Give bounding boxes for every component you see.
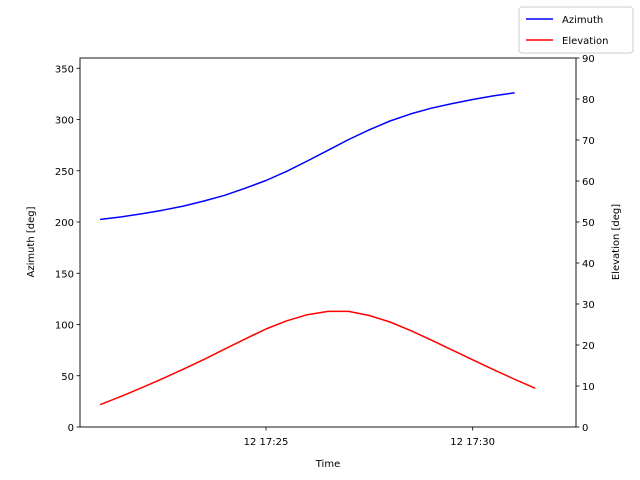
- right-y-axis-label: Elevation [deg]: [611, 204, 622, 280]
- right-y-tick-label: 60: [582, 177, 595, 188]
- right-y-tick-label: 30: [582, 300, 595, 311]
- right-y-tick-label: 80: [582, 95, 595, 106]
- axes-layer: [79, 57, 577, 428]
- legend: Azimuth Elevation: [518, 6, 634, 54]
- right-y-tick-label: 20: [582, 341, 595, 352]
- legend-label-elevation: Elevation: [562, 36, 608, 47]
- left-y-tick-label: 50: [61, 372, 74, 383]
- x-tick-label: 12 17:30: [450, 437, 495, 448]
- left-y-tick-label: 200: [55, 218, 74, 229]
- left-y-tick-label: 300: [55, 116, 74, 127]
- right-y-tick-label: 70: [582, 136, 595, 147]
- series-line-elevation: [99, 310, 536, 406]
- left-y-tick-label: 100: [55, 321, 74, 332]
- left-y-axis-label: Azimuth [deg]: [26, 206, 37, 277]
- x-tick-label: 12 17:25: [244, 437, 289, 448]
- right-y-tick-label: 90: [582, 54, 595, 65]
- series-line-azimuth: [99, 92, 515, 221]
- plot-frame: [79, 57, 577, 428]
- series-layer: [99, 92, 536, 406]
- x-axis-label: Time: [315, 459, 340, 470]
- left-y-tick-label: 250: [55, 167, 74, 178]
- right-y-tick-label: 50: [582, 218, 595, 229]
- right-y-tick-label: 10: [582, 382, 595, 393]
- left-y-tick-label: 0: [68, 423, 74, 434]
- legend-label-azimuth: Azimuth: [562, 15, 603, 26]
- left-y-tick-label: 350: [55, 64, 74, 75]
- left-y-tick-label: 150: [55, 269, 74, 280]
- right-y-tick-label: 0: [582, 423, 588, 434]
- right-y-tick-label: 40: [582, 259, 595, 270]
- ticks-layer: 0 50 100 150 200 250 300 350 0 10 20 30 40 50 60 70 80 90…: [55, 54, 595, 448]
